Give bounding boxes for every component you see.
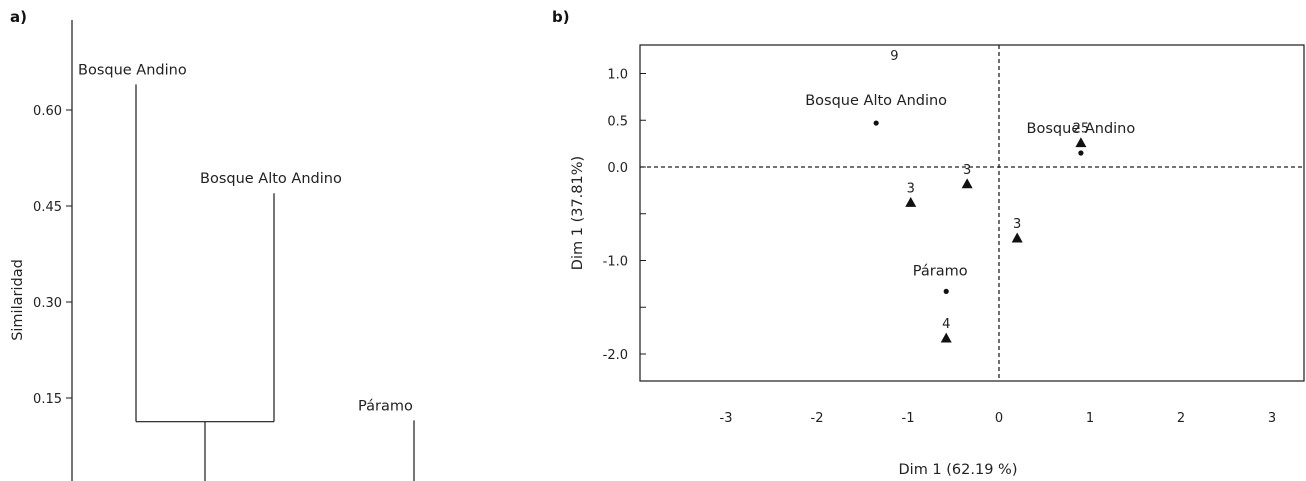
species-point — [961, 178, 973, 189]
ordination-plot-frame — [639, 44, 1305, 382]
ordination-x-tick-label: -3 — [720, 411, 733, 426]
dendrogram-leaf-label: Bosque Alto Andino — [200, 171, 342, 187]
dendrogram-leaf-label: Bosque Andino — [78, 62, 187, 78]
ordination-y-tick-label: -2.0 — [603, 348, 628, 363]
ordination-y-label: Dim 1 (37.81%) — [570, 156, 586, 270]
dendrogram-panel: a) Similaridad 0.60 0.45 0.30 0.15 Bosque A… — [10, 8, 415, 481]
ordination-y-tick-label: -1.0 — [603, 255, 628, 270]
ordination-x-label: Dim 1 (62.19 %) — [899, 462, 1018, 478]
dendrogram-y-label: Similaridad — [10, 259, 26, 341]
site-point — [943, 288, 949, 294]
site-label: Bosque Alto Andino — [805, 93, 947, 109]
ordination-x-tick-label: -2 — [811, 411, 824, 426]
dendrogram-y-tick-label: 0.30 — [33, 296, 62, 311]
ordination-y-tick-label: 1.0 — [607, 68, 628, 83]
dendrogram-y-tick-label: 0.15 — [33, 392, 62, 407]
ordination-panel: b) -3 -2 -1 0 1 2 3 1.0 0.5 0.0 -1.0 -2.0 Bosque A… — [552, 8, 1305, 478]
species-count-label: 9 — [890, 49, 898, 64]
ordination-x-tick-label: -1 — [902, 411, 915, 426]
species-count-label: 3 — [1013, 217, 1021, 232]
dendrogram-y-tick-label: 0.60 — [33, 104, 62, 119]
species-count-label: 4 — [942, 317, 950, 332]
species-count-label: 3 — [963, 163, 971, 178]
ordination-y-tick-label: 0.5 — [607, 114, 628, 129]
site-point — [1078, 150, 1084, 156]
species-point — [905, 197, 917, 207]
site-point — [873, 120, 879, 126]
species-point — [1011, 232, 1023, 243]
site-label: Páramo — [913, 263, 968, 279]
dendrogram-leaf-label: Páramo — [358, 398, 413, 414]
ordination-x-tick-label: 3 — [1268, 411, 1276, 426]
ordination-x-tick-label: 0 — [995, 411, 1003, 426]
ordination-x-tick-label: 1 — [1086, 411, 1094, 426]
species-count-label: 25 — [1073, 122, 1090, 137]
site-label: Bosque Andino — [1027, 121, 1136, 137]
ordination-y-tick-label: 0.0 — [607, 161, 628, 176]
dendrogram-y-tick-label: 0.45 — [33, 200, 62, 215]
species-count-label: 3 — [907, 182, 915, 197]
panel-label-b: b) — [552, 8, 570, 26]
species-point — [940, 332, 952, 343]
ordination-x-tick-label: 2 — [1177, 411, 1185, 426]
species-point — [1075, 137, 1087, 148]
panel-label-a: a) — [10, 8, 27, 26]
